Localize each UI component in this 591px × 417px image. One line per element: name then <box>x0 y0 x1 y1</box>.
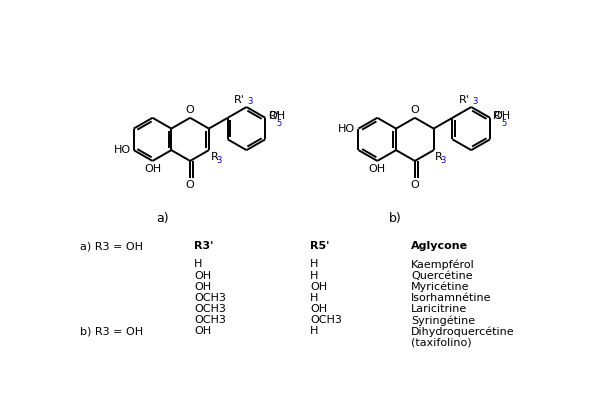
Text: HO: HO <box>338 123 355 133</box>
Text: Laricitrine: Laricitrine <box>411 304 467 314</box>
Text: H: H <box>194 259 202 269</box>
Text: OCH3: OCH3 <box>194 304 226 314</box>
Text: O: O <box>411 106 419 116</box>
Text: H: H <box>310 327 319 337</box>
Text: Kaempférol: Kaempférol <box>411 259 475 270</box>
Text: 3: 3 <box>247 97 253 106</box>
Text: H: H <box>310 259 319 269</box>
Text: OCH3: OCH3 <box>310 315 342 325</box>
Text: R5': R5' <box>310 241 330 251</box>
Text: R: R <box>435 153 443 163</box>
Text: O: O <box>186 180 194 190</box>
Text: b) R3 = OH: b) R3 = OH <box>80 327 143 337</box>
Text: O: O <box>411 180 419 190</box>
Text: OH: OH <box>493 111 510 121</box>
Text: Quercétine: Quercétine <box>411 271 473 281</box>
Text: H: H <box>310 293 319 303</box>
Text: OH: OH <box>144 164 161 174</box>
Text: a): a) <box>157 212 169 225</box>
Text: 3: 3 <box>216 156 221 165</box>
Text: R': R' <box>493 111 504 121</box>
Text: OH: OH <box>194 327 211 337</box>
Text: Myricétine: Myricétine <box>411 282 469 292</box>
Text: R': R' <box>268 111 280 121</box>
Text: OCH3: OCH3 <box>194 293 226 303</box>
Text: OH: OH <box>310 304 327 314</box>
Text: a) R3 = OH: a) R3 = OH <box>80 241 143 251</box>
Text: (taxifolino): (taxifolino) <box>411 338 472 348</box>
Text: 3: 3 <box>441 156 446 165</box>
Text: OH: OH <box>194 282 211 292</box>
Text: HO: HO <box>113 145 131 155</box>
Text: OH: OH <box>194 271 211 281</box>
Text: Syringétine: Syringétine <box>411 315 475 326</box>
Text: OH: OH <box>369 164 386 174</box>
Text: b): b) <box>389 212 402 225</box>
Text: R: R <box>210 153 218 163</box>
Text: OH: OH <box>268 111 285 121</box>
Text: Isorhamnétine: Isorhamnétine <box>411 293 492 303</box>
Text: Dihydroquercétine: Dihydroquercétine <box>411 327 515 337</box>
Text: 3: 3 <box>472 97 478 106</box>
Text: OCH3: OCH3 <box>194 315 226 325</box>
Text: Aglycone: Aglycone <box>411 241 468 251</box>
Text: R': R' <box>234 95 245 105</box>
Text: R': R' <box>459 95 470 105</box>
Text: 5: 5 <box>501 118 506 128</box>
Text: H: H <box>310 271 319 281</box>
Text: O: O <box>186 106 194 116</box>
Text: OH: OH <box>310 282 327 292</box>
Text: R3': R3' <box>194 241 213 251</box>
Text: 5: 5 <box>276 118 281 128</box>
